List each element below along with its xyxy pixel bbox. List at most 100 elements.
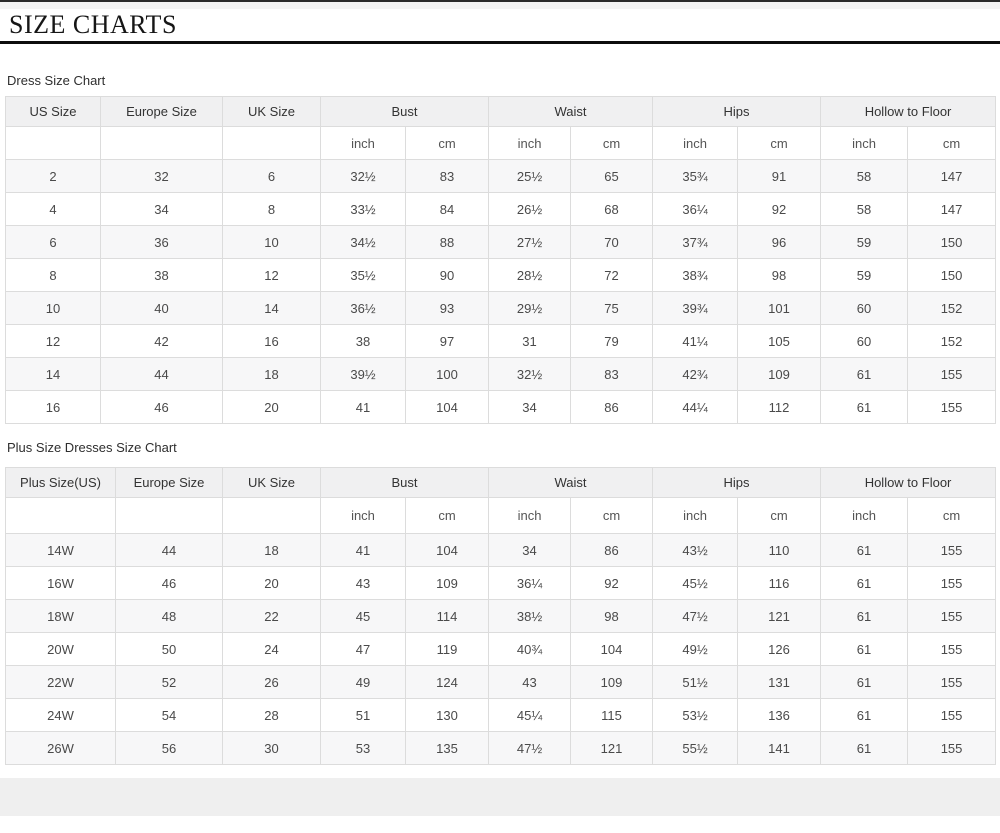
unit-header: inch [820,126,909,160]
table-row: 4 34 8 33½ 84 26½ 68 36¼ 92 58 147 [5,192,997,226]
data-cell: 97 [404,324,490,358]
data-cell: 49 [320,665,406,699]
data-cell: 46 [115,566,223,600]
data-cell: 53½ [652,698,739,732]
data-cell: 126 [737,632,822,666]
data-cell: 27½ [488,225,572,259]
table-row: 16W 46 20 43 109 36¼ 92 45½ 116 61 155 [5,566,997,600]
data-cell: 32 [100,159,223,193]
data-cell: 39¾ [652,291,739,325]
table-row: 2 32 6 32½ 83 25½ 65 35¾ 91 58 147 [5,159,997,193]
plus-size-chart-label: Plus Size Dresses Size Chart [7,440,177,455]
unit-header: inch [320,497,406,534]
data-cell: 55½ [652,731,739,765]
data-cell: 51½ [652,665,739,699]
data-cell: 26½ [488,192,572,226]
data-cell: 47 [320,632,406,666]
data-cell: 155 [907,390,997,424]
page-bottom-strip [0,778,1000,816]
data-cell: 44¼ [652,390,739,424]
data-cell: 34 [488,390,572,424]
column-group-header: Hips [652,96,822,127]
column-header: Europe Size [100,96,223,127]
data-cell: 59 [820,225,909,259]
dress-size-table: US Size Europe Size UK Size Bust Waist Hips Ho… [5,96,997,424]
data-cell: 60 [820,291,909,325]
data-cell: 50 [115,632,223,666]
size-cell: 18W [5,599,116,633]
data-cell: 92 [737,192,822,226]
data-cell: 14 [222,291,321,325]
size-cell: 14 [5,357,101,391]
data-cell: 18 [222,357,321,391]
column-group-header: Waist [488,467,654,498]
page-top-border [0,0,1000,2]
unit-header-row: inch cm inch cm inch cm inch cm [5,126,997,160]
data-cell: 36¼ [488,566,572,600]
size-cell: 22W [5,665,116,699]
data-cell: 41 [320,390,406,424]
unit-header-row: inch cm inch cm inch cm inch cm [5,497,997,534]
data-cell: 135 [404,731,490,765]
data-cell: 105 [737,324,822,358]
table-row: 8 38 12 35½ 90 28½ 72 38¾ 98 59 150 [5,258,997,292]
data-cell: 36 [100,225,223,259]
unit-header: cm [737,126,822,160]
column-header: US Size [5,96,101,127]
data-cell: 47½ [652,599,739,633]
data-cell: 100 [404,357,490,391]
data-cell: 61 [820,357,909,391]
data-cell: 68 [570,192,654,226]
data-cell: 46 [100,390,223,424]
data-cell: 42 [100,324,223,358]
data-cell: 90 [404,258,490,292]
data-cell: 116 [737,566,822,600]
data-cell: 61 [820,731,909,765]
table-row: 14 44 18 39½ 100 32½ 83 42¾ 109 61 155 [5,357,997,391]
data-cell: 22 [222,599,321,633]
column-header: UK Size [222,96,321,127]
data-cell: 101 [737,291,822,325]
data-cell: 44 [100,357,223,391]
unit-header: cm [907,497,997,534]
data-cell: 45¼ [488,698,572,732]
data-cell: 40 [100,291,223,325]
table-row: 16 46 20 41 104 34 86 44¼ 112 61 155 [5,390,997,424]
empty-header-cell [5,497,116,534]
data-cell: 98 [737,258,822,292]
unit-header: inch [652,126,739,160]
size-cell: 16 [5,390,101,424]
empty-header-cell [222,497,321,534]
data-cell: 28 [222,698,321,732]
data-cell: 45 [320,599,406,633]
data-cell: 152 [907,291,997,325]
empty-header-cell [5,126,101,160]
table-row: 24W 54 28 51 130 45¼ 115 53½ 136 61 155 [5,698,997,732]
table-row: 20W 50 24 47 119 40¾ 104 49½ 126 61 155 [5,632,997,666]
data-cell: 61 [820,698,909,732]
data-cell: 32½ [320,159,406,193]
data-cell: 42¾ [652,357,739,391]
data-cell: 65 [570,159,654,193]
size-cell: 14W [5,533,116,567]
unit-header: inch [320,126,406,160]
dress-size-chart-label: Dress Size Chart [7,73,106,88]
data-cell: 60 [820,324,909,358]
data-cell: 121 [737,599,822,633]
data-cell: 43 [488,665,572,699]
data-cell: 56 [115,731,223,765]
unit-header: cm [404,126,490,160]
unit-header: inch [820,497,909,534]
data-cell: 155 [907,599,997,633]
data-cell: 92 [570,566,654,600]
data-cell: 6 [222,159,321,193]
data-cell: 12 [222,258,321,292]
data-cell: 104 [570,632,654,666]
data-cell: 18 [222,533,321,567]
data-cell: 124 [404,665,490,699]
table-row: 10 40 14 36½ 93 29½ 75 39¾ 101 60 152 [5,291,997,325]
data-cell: 52 [115,665,223,699]
data-cell: 155 [907,533,997,567]
empty-header-cell [100,126,223,160]
size-cell: 26W [5,731,116,765]
